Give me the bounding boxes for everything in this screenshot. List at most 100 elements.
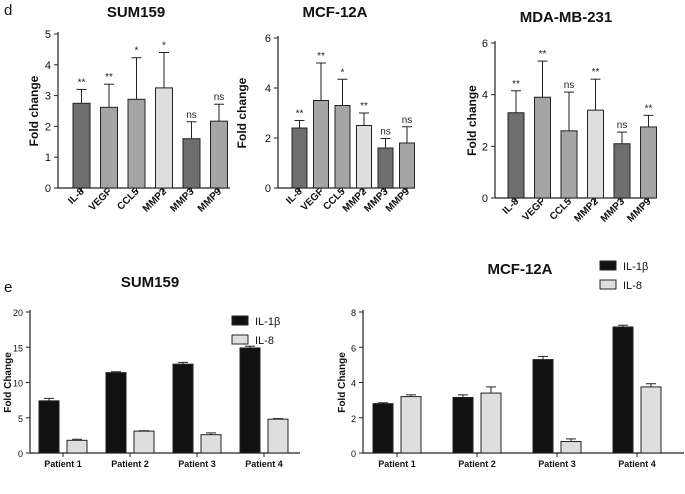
- y-tick-label: 0: [265, 183, 271, 195]
- bar: [291, 127, 308, 189]
- significance-label: **: [78, 77, 86, 88]
- y-tick-label: 10: [13, 379, 23, 389]
- y-tick-label: 6: [265, 33, 271, 45]
- y-tick-label: 6: [351, 343, 356, 353]
- bar: [377, 147, 394, 189]
- y-tick-label: 15: [13, 343, 23, 353]
- bar: [640, 126, 657, 199]
- y-tick-label: 1: [45, 152, 51, 164]
- legend-label: IL-1β: [255, 316, 280, 328]
- y-tick-label: 8: [351, 308, 356, 318]
- bar: [532, 359, 554, 454]
- bar: [587, 109, 604, 199]
- category-label: Patient 2: [111, 459, 149, 469]
- significance-label: **: [360, 101, 368, 112]
- category-label: MMP9: [625, 196, 654, 225]
- bar: [127, 98, 146, 189]
- bar: [200, 434, 222, 454]
- significance-label: **: [592, 67, 600, 78]
- bar: [452, 396, 474, 454]
- category-label: CCL5: [115, 186, 142, 213]
- category-label: IL-8: [501, 196, 522, 217]
- bar: [210, 120, 228, 189]
- significance-label: ns: [402, 115, 413, 126]
- significance-label: **: [317, 51, 325, 62]
- significance-label: **: [105, 72, 113, 83]
- legend-label: IL-8: [623, 280, 642, 292]
- category-label: CCL5: [548, 196, 575, 223]
- y-tick-label: 0: [45, 183, 51, 195]
- y-tick-label: 0: [351, 449, 356, 459]
- bar: [239, 347, 261, 454]
- significance-label: ns: [186, 110, 197, 121]
- chart-title: MCF-12A: [487, 261, 552, 278]
- y-axis-label: Fold change: [27, 75, 41, 146]
- y-tick-label: 6: [482, 38, 488, 50]
- panel-label-e: e: [4, 279, 12, 296]
- category-label: Patient 3: [538, 459, 576, 469]
- significance-label: *: [162, 40, 166, 51]
- chart-title: SUM159: [107, 4, 165, 21]
- y-tick-label: 2: [45, 121, 51, 133]
- bar: [534, 96, 551, 199]
- category-label: Patient 2: [458, 459, 496, 469]
- y-axis-label: Fold Change: [3, 352, 14, 413]
- category-label: Patient 1: [44, 459, 82, 469]
- y-tick-label: 2: [482, 141, 488, 153]
- bar: [356, 125, 372, 189]
- category-label: Patient 4: [618, 459, 656, 469]
- bar: [372, 403, 394, 454]
- significance-label: **: [645, 103, 653, 114]
- legend-label: IL-8: [255, 335, 274, 347]
- bar: [480, 392, 502, 454]
- category-label: VEGF: [299, 186, 326, 213]
- chart-title: MDA-MB-231: [520, 9, 613, 26]
- y-tick-label: 4: [482, 90, 488, 102]
- y-tick-label: 5: [45, 29, 51, 41]
- y-axis-label: Fold Change: [337, 352, 348, 413]
- category-label: MMP9: [384, 186, 413, 215]
- y-tick-label: 0: [18, 449, 23, 459]
- bar: [72, 102, 91, 189]
- y-tick-label: 20: [13, 308, 23, 318]
- y-tick-label: 2: [351, 414, 356, 424]
- bar: [133, 430, 155, 454]
- legend-swatch: [599, 260, 617, 271]
- category-label: MMP3: [599, 196, 628, 225]
- category-label: VEGF: [521, 196, 548, 223]
- category-label: IL-8: [66, 186, 87, 207]
- bar: [640, 386, 662, 454]
- bar: [612, 326, 634, 454]
- y-axis-label: Fold change: [465, 85, 479, 156]
- y-tick-label: 4: [351, 379, 356, 389]
- category-label: MMP2: [572, 196, 601, 225]
- category-label: VEGF: [87, 186, 114, 213]
- y-tick-label: 4: [265, 83, 271, 95]
- significance-label: **: [296, 109, 304, 120]
- category-label: Patient 1: [378, 459, 416, 469]
- bar: [560, 130, 578, 199]
- bar: [507, 112, 525, 199]
- bar: [155, 87, 173, 189]
- y-tick-label: 4: [45, 60, 51, 72]
- chart-title: MCF-12A: [302, 4, 367, 21]
- legend-label: IL-1β: [623, 261, 648, 273]
- bar: [560, 441, 582, 454]
- bar: [182, 138, 201, 189]
- significance-label: ns: [214, 92, 225, 103]
- bar: [399, 142, 415, 189]
- bar: [313, 100, 329, 189]
- bar: [38, 400, 60, 454]
- bar: [334, 105, 351, 189]
- bar: [100, 106, 118, 189]
- category-label: Patient 3: [178, 459, 216, 469]
- significance-label: *: [135, 46, 139, 57]
- bar: [400, 396, 422, 454]
- bar: [105, 372, 127, 454]
- y-tick-label: 5: [18, 414, 23, 424]
- y-tick-label: 2: [265, 133, 271, 145]
- significance-label: ns: [564, 80, 575, 91]
- category-label: MMP9: [196, 186, 225, 215]
- y-tick-label: 0: [482, 193, 488, 205]
